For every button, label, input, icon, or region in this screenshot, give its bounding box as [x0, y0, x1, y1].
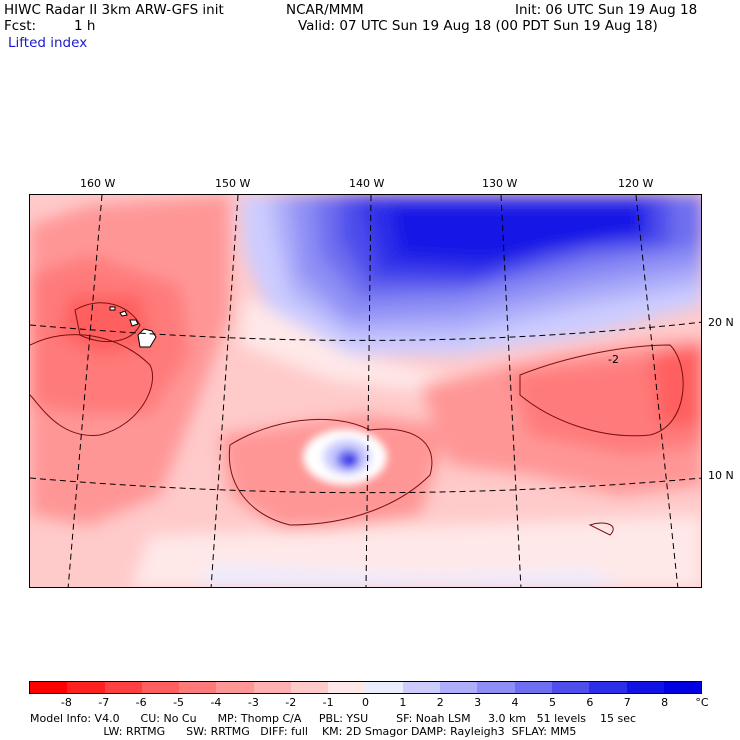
organization-label: NCAR/MMM	[286, 2, 364, 18]
colorbar-segment	[477, 682, 515, 693]
colorbar-tick-label: -3	[247, 696, 259, 709]
field-name: Lifted index	[8, 35, 88, 51]
lon-label-140w: 140 W	[349, 177, 385, 190]
colorbar-segment	[365, 682, 403, 693]
lifted-index-shading	[30, 195, 701, 587]
colorbar-tick-label: 6	[586, 696, 594, 709]
colorbar-tick-label: 8	[661, 696, 669, 709]
contour-label: -2	[608, 353, 619, 366]
colorbar-segment	[589, 682, 627, 693]
contour-lines	[30, 302, 684, 536]
lon-label-130w: 130 W	[482, 177, 518, 190]
colorbar-tick-label: -2	[285, 696, 297, 709]
colorbar-tick-label: -5	[173, 696, 185, 709]
colorbar-tick-label: 2	[436, 696, 444, 709]
colorbar-segment	[216, 682, 254, 693]
colorbar-segment	[551, 682, 590, 693]
colorbar-segment	[67, 682, 105, 693]
colorbar-unit: °C	[695, 696, 709, 709]
colorbar-tick-label: 7	[623, 696, 631, 709]
valid-time: Valid: 07 UTC Sun 19 Aug 18 (00 PDT Sun …	[298, 18, 658, 34]
init-time: Init: 06 UTC Sun 19 Aug 18	[515, 2, 698, 18]
model-info-line1: Model Info: V4.0 CU: No Cu MP: Thomp C/A…	[30, 712, 637, 725]
colorbar-segment	[514, 682, 552, 693]
colorbar-segment	[141, 682, 180, 693]
colorbar-segment	[402, 682, 441, 693]
colorbar-tick-label: -8	[60, 696, 72, 709]
cyclone-feature	[303, 429, 387, 485]
colorbar-tick-label: 4	[511, 696, 519, 709]
colorbar-tick-label: 5	[548, 696, 556, 709]
colorbar-segment	[440, 682, 478, 693]
lifted-index-map: -2	[29, 194, 702, 588]
colorbar	[29, 681, 702, 694]
colorbar-segment	[663, 682, 702, 693]
colorbar-tick-label: -1	[322, 696, 334, 709]
lat-label-20n: 20 N	[708, 316, 734, 329]
lat-label-10n: 10 N	[708, 469, 734, 482]
lat-lon-grid	[30, 195, 701, 587]
colorbar-segment	[290, 682, 329, 693]
colorbar-segment	[30, 682, 68, 693]
colorbar-tick-label: -7	[98, 696, 110, 709]
lon-label-120w: 120 W	[618, 177, 654, 190]
colorbar-tick-label: 3	[474, 696, 482, 709]
colorbar-segment	[328, 682, 366, 693]
model-info-line2: LW: RRTMG SW: RRTMG DIFF: full KM: 2D Sm…	[30, 725, 577, 738]
lon-label-160w: 160 W	[80, 177, 116, 190]
forecast-hour: 1 h	[74, 18, 96, 34]
colorbar-segment	[626, 682, 664, 693]
colorbar-segment	[104, 682, 142, 693]
model-title: HIWC Radar II 3km ARW-GFS init	[4, 2, 224, 18]
colorbar-segment	[253, 682, 291, 693]
colorbar-segment	[179, 682, 217, 693]
lon-label-150w: 150 W	[215, 177, 251, 190]
forecast-label: Fcst:	[4, 18, 37, 34]
colorbar-tick-label: -4	[210, 696, 222, 709]
colorbar-tick-label: 0	[362, 696, 369, 709]
colorbar-tick-label: -6	[135, 696, 147, 709]
colorbar-tick-label: 1	[399, 696, 407, 709]
